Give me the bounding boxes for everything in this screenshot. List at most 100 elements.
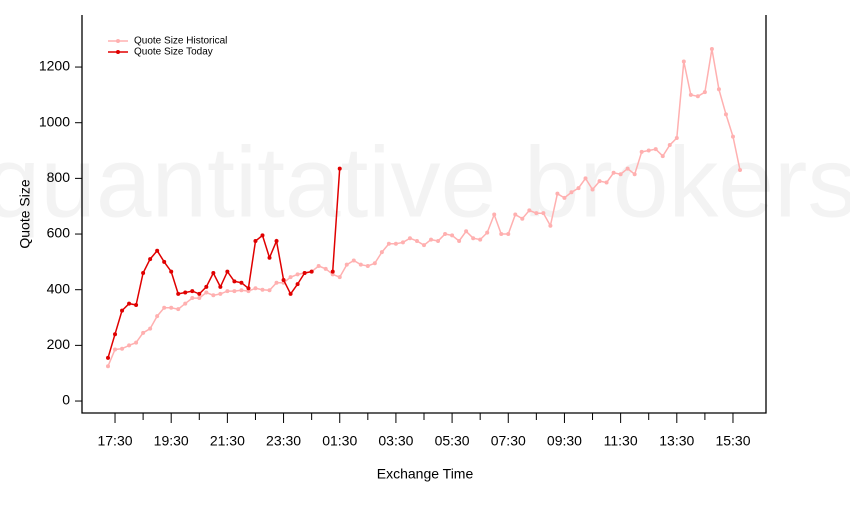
x-axis-label: Exchange Time — [377, 466, 474, 482]
data-point — [288, 291, 293, 296]
data-point — [120, 308, 125, 313]
data-point — [225, 289, 230, 294]
x-tick-label: 01:30 — [322, 433, 357, 449]
data-point — [604, 180, 609, 185]
data-point — [590, 187, 595, 192]
data-point — [681, 59, 686, 64]
data-point — [330, 272, 335, 277]
data-point — [471, 236, 476, 241]
data-point — [295, 282, 300, 287]
data-point — [393, 241, 398, 246]
data-point — [709, 46, 714, 51]
data-point — [555, 191, 560, 196]
data-point — [169, 305, 174, 310]
data-point — [148, 257, 153, 262]
data-point — [106, 364, 110, 369]
data-point — [197, 291, 202, 296]
data-point — [162, 259, 167, 264]
data-point — [674, 136, 679, 141]
data-point — [323, 266, 328, 271]
data-point — [316, 264, 321, 269]
data-point — [183, 301, 188, 306]
x-tick-label: 07:30 — [491, 433, 526, 449]
data-point — [730, 134, 735, 139]
data-point — [646, 148, 651, 153]
data-point — [443, 232, 448, 237]
data-point — [260, 287, 265, 292]
data-point — [358, 262, 363, 267]
x-tick-label: 11:30 — [604, 433, 638, 449]
data-point — [520, 216, 525, 221]
data-point — [478, 237, 483, 242]
data-point — [176, 291, 181, 296]
data-point — [422, 243, 426, 248]
y-tick-label: 200 — [47, 336, 71, 352]
data-point — [295, 272, 300, 277]
data-point — [246, 289, 251, 294]
data-point — [162, 305, 167, 310]
data-point — [288, 275, 293, 280]
x-tick-label: 19:30 — [154, 433, 189, 449]
data-point — [344, 262, 349, 267]
data-point — [464, 229, 469, 234]
data-point — [386, 241, 391, 246]
data-point — [541, 211, 546, 216]
data-point — [639, 149, 644, 154]
data-point — [450, 233, 455, 238]
data-point — [302, 271, 307, 276]
data-point — [429, 237, 434, 242]
data-point — [127, 343, 132, 348]
data-point — [702, 90, 707, 95]
data-point — [576, 186, 581, 191]
data-point — [246, 286, 251, 291]
data-point — [204, 290, 209, 295]
data-point — [351, 258, 356, 263]
data-point — [267, 255, 272, 260]
x-tick-label: 23:30 — [266, 433, 301, 449]
data-point — [457, 238, 462, 243]
data-point — [534, 211, 539, 216]
y-tick-label: 1200 — [39, 58, 70, 74]
data-point — [127, 301, 132, 306]
data-point — [190, 289, 195, 294]
data-point — [183, 290, 188, 295]
watermark: quantitative brokers — [0, 126, 850, 238]
data-point — [281, 277, 286, 282]
data-point — [548, 223, 553, 228]
data-point — [211, 271, 216, 276]
data-point — [225, 269, 230, 274]
data-point — [253, 286, 258, 291]
x-tick-label: 05:30 — [435, 433, 470, 449]
data-point — [597, 179, 602, 184]
legend-marker — [116, 50, 120, 54]
data-point — [274, 238, 279, 243]
data-point — [260, 233, 265, 238]
data-point — [120, 346, 125, 351]
y-tick-label: 400 — [47, 280, 71, 296]
data-point — [337, 275, 342, 280]
data-point — [169, 269, 174, 274]
data-point — [239, 280, 244, 285]
data-point — [204, 284, 209, 289]
data-point — [330, 269, 335, 274]
data-point — [506, 232, 511, 237]
data-point — [738, 168, 742, 173]
data-point — [232, 279, 237, 284]
data-point — [253, 238, 258, 243]
data-point — [337, 166, 342, 171]
data-point — [134, 340, 139, 345]
y-tick-label: 0 — [62, 392, 70, 408]
series-line — [107, 168, 341, 359]
data-point — [239, 288, 244, 293]
data-point — [134, 303, 139, 308]
data-point — [141, 271, 146, 276]
data-point — [527, 208, 532, 213]
data-point — [499, 232, 504, 237]
x-tick-label: 13:30 — [659, 433, 694, 449]
x-tick-label: 09:30 — [547, 433, 582, 449]
legend-label: Quote Size Historical — [134, 36, 227, 47]
data-point — [667, 142, 672, 147]
x-tick-label: 17:30 — [97, 433, 132, 449]
y-tick-label: 800 — [47, 169, 71, 185]
data-point — [141, 330, 146, 335]
